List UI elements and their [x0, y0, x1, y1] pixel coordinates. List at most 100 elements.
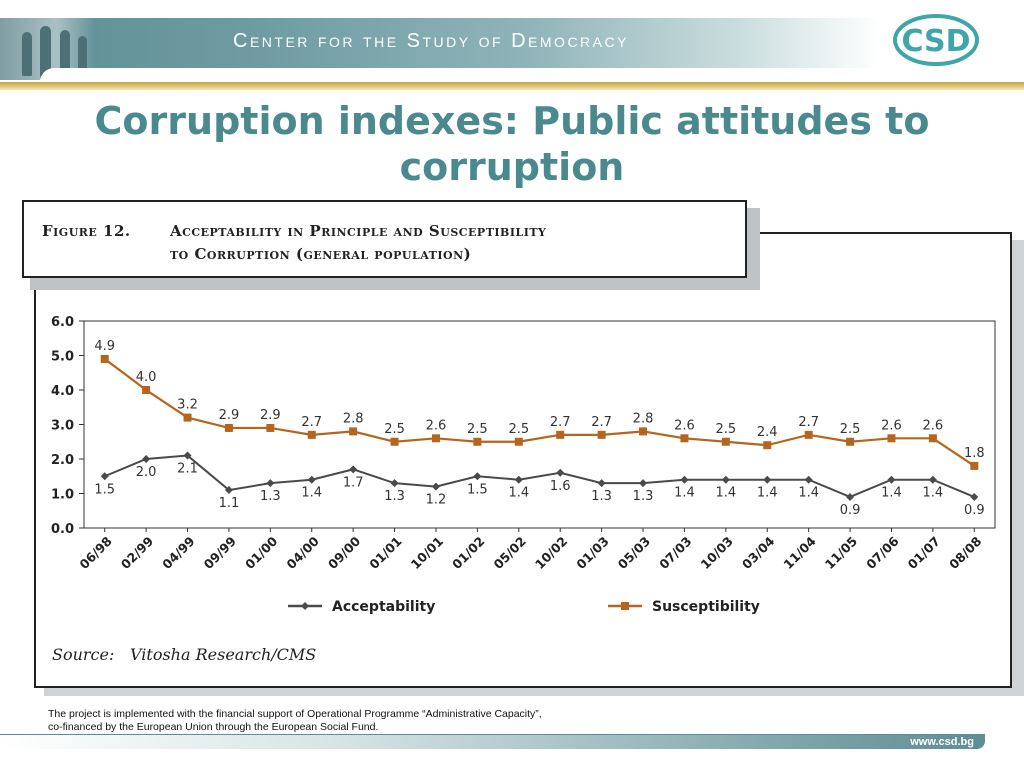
header-banner — [0, 18, 880, 68]
acceptability-point — [763, 475, 772, 484]
slide-header: Center for the Study of Democracy CSD — [0, 0, 1024, 82]
susceptibility-point — [928, 434, 937, 443]
acceptability-point — [597, 479, 606, 488]
susceptibility-point — [763, 441, 772, 450]
susceptibility-data-label: 2.9 — [260, 408, 281, 423]
acceptability-point — [390, 479, 399, 488]
acceptability-point — [431, 482, 440, 491]
acceptability-data-label: 1.3 — [384, 489, 405, 504]
logo-text: CSD — [901, 24, 970, 59]
susceptibility-point — [680, 434, 689, 443]
x-tick-label: 08/08 — [946, 534, 984, 572]
funding-note-line2: co-financed by the European Union throug… — [48, 721, 379, 733]
susceptibility-point — [597, 430, 606, 439]
susceptibility-point — [804, 430, 813, 439]
acceptability-point — [887, 475, 896, 484]
susceptibility-data-label: 2.5 — [508, 422, 529, 437]
slide-title-line2: corruption — [399, 145, 625, 189]
acceptability-data-label: 1.3 — [591, 489, 612, 504]
y-tick-label: 0.0 — [51, 522, 74, 537]
x-tick-label: 02/99 — [118, 534, 156, 572]
y-tick-label: 3.0 — [51, 419, 74, 434]
x-tick-label: 01/01 — [366, 534, 404, 572]
acceptability-point — [846, 492, 855, 501]
susceptibility-point — [846, 437, 855, 446]
susceptibility-data-label: 2.5 — [840, 422, 861, 437]
acceptability-point — [142, 455, 151, 463]
acceptability-data-label: 1.4 — [674, 486, 695, 501]
x-tick-label: 05/03 — [615, 534, 653, 572]
x-tick-label: 10/01 — [408, 534, 446, 572]
acceptability-point — [183, 451, 192, 460]
susceptibility-data-label: 2.5 — [467, 422, 488, 437]
website-link[interactable]: www.csd.bg — [910, 736, 974, 748]
y-tick-label: 6.0 — [51, 315, 74, 330]
acceptability-point — [307, 475, 316, 484]
acceptability-point — [349, 465, 358, 474]
acceptability-data-label: 1.6 — [550, 479, 571, 494]
x-tick-label: 05/02 — [490, 534, 528, 572]
footer-bar — [0, 734, 985, 749]
x-tick-label: 07/06 — [863, 533, 902, 572]
header-divider — [0, 82, 1024, 90]
acceptability-point — [928, 475, 937, 484]
header-banner-curve — [40, 68, 880, 82]
susceptibility-point — [390, 437, 399, 446]
susceptibility-point — [514, 437, 523, 446]
susceptibility-point — [556, 430, 565, 439]
acceptability-data-label: 1.4 — [301, 486, 322, 501]
acceptability-data-label: 1.5 — [94, 482, 115, 497]
susceptibility-point — [431, 434, 440, 443]
susceptibility-point — [721, 437, 730, 446]
x-tick-label: 10/03 — [698, 534, 736, 572]
org-name: Center for the Study of Democracy — [233, 30, 629, 52]
susceptibility-data-label: 3.2 — [177, 398, 198, 413]
acceptability-data-label: 0.9 — [840, 503, 861, 518]
x-tick-label: 01/00 — [242, 533, 281, 572]
y-tick-label: 2.0 — [51, 453, 74, 468]
susceptibility-point — [307, 430, 316, 439]
x-tick-label: 03/04 — [739, 533, 778, 572]
susceptibility-data-label: 2.4 — [757, 425, 778, 440]
funding-note-line1: The project is implemented with the fina… — [48, 708, 542, 720]
susceptibility-point — [100, 354, 109, 363]
x-tick-label: 09/00 — [325, 533, 364, 572]
acceptability-data-label: 1.4 — [757, 486, 778, 501]
x-tick-label: 01/03 — [573, 534, 611, 572]
acceptability-point — [266, 479, 275, 488]
susceptibility-data-label: 2.8 — [633, 411, 654, 426]
figure-caption: Figure 12. Acceptability in Principle an… — [22, 200, 747, 278]
susceptibility-data-label: 2.6 — [923, 418, 944, 433]
susceptibility-data-label: 1.8 — [964, 446, 985, 461]
susceptibility-point — [266, 423, 275, 432]
acceptability-point — [970, 492, 979, 501]
susceptibility-point — [887, 434, 896, 443]
legend-label: Acceptability — [332, 599, 435, 615]
acceptability-data-label: 1.4 — [715, 486, 736, 501]
acceptability-data-label: 1.4 — [923, 486, 944, 501]
acceptability-point — [556, 468, 565, 477]
acceptability-point — [224, 486, 233, 495]
acceptability-data-label: 0.9 — [964, 503, 985, 518]
acceptability-point — [514, 475, 523, 484]
y-tick-label: 1.0 — [51, 488, 74, 503]
funding-note: The project is implemented with the fina… — [48, 708, 542, 734]
susceptibility-data-label: 2.6 — [674, 418, 695, 433]
x-tick-label: 07/03 — [656, 534, 694, 572]
acceptability-data-label: 1.7 — [343, 475, 364, 490]
susceptibility-point — [183, 413, 192, 422]
x-tick-label: 10/02 — [532, 534, 570, 572]
y-tick-label: 4.0 — [51, 384, 74, 399]
susceptibility-data-label: 4.9 — [94, 339, 115, 354]
susceptibility-point — [224, 423, 233, 432]
susceptibility-point — [349, 427, 358, 436]
acceptability-data-label: 1.4 — [508, 486, 529, 501]
x-tick-label: 06/98 — [76, 534, 114, 572]
susceptibility-data-label: 2.7 — [550, 415, 571, 430]
acceptability-point — [680, 475, 689, 484]
x-tick-label: 04/99 — [159, 534, 197, 572]
susceptibility-point — [142, 386, 151, 394]
legend-marker — [621, 602, 629, 610]
figure-source: Source: Vitosha Research/CMS — [52, 645, 316, 664]
x-tick-label: 11/05 — [822, 534, 860, 572]
